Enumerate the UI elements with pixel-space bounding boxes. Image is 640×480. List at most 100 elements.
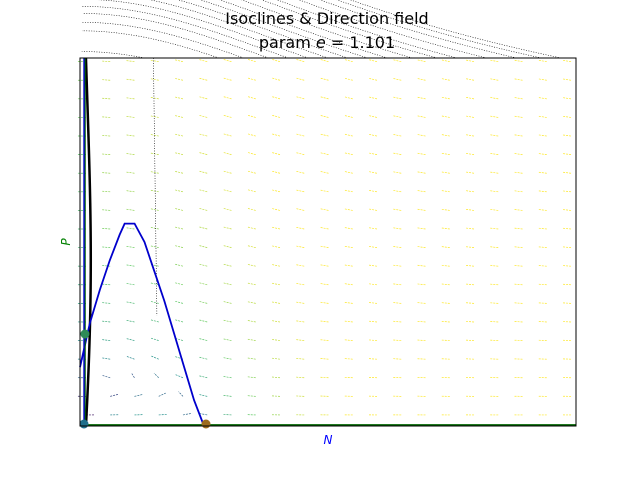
direction-arrow [125, 153, 135, 155]
direction-arrow [198, 375, 208, 379]
direction-arrow [247, 301, 256, 304]
direction-arrow [416, 96, 426, 100]
direction-arrow [344, 115, 353, 118]
direction-arrow [223, 59, 232, 63]
direction-arrow [125, 190, 135, 193]
direction-arrow [125, 171, 135, 174]
trajectory [298, 0, 487, 59]
direction-arrow [295, 376, 305, 379]
direction-arrow [416, 152, 426, 155]
limit-orbit [84, 57, 93, 427]
direction-arrow [295, 189, 305, 193]
direction-arrow [295, 133, 305, 137]
direction-arrow [368, 339, 378, 341]
direction-arrow [319, 301, 329, 304]
direction-arrow [343, 301, 353, 304]
direction-arrow [441, 134, 450, 137]
direction-arrow [368, 264, 378, 267]
direction-arrow [368, 96, 378, 100]
direction-arrow [319, 208, 329, 211]
direction-arrow [174, 77, 184, 81]
direction-arrow [223, 77, 232, 81]
direction-arrow [440, 264, 450, 267]
direction-arrow [416, 190, 426, 193]
direction-arrow [416, 115, 426, 118]
direction-arrow [223, 170, 232, 174]
direction-arrow [465, 283, 475, 286]
direction-arrow [416, 246, 426, 248]
direction-arrow [198, 245, 208, 248]
direction-arrow [174, 96, 184, 100]
direction-arrow [465, 59, 475, 63]
direction-arrow [416, 302, 426, 304]
direction-arrow [368, 358, 378, 360]
direction-arrow [295, 59, 305, 63]
direction-arrow [465, 302, 475, 304]
direction-arrow [537, 171, 547, 174]
direction-arrow [102, 374, 111, 379]
direction-arrow [125, 60, 135, 63]
direction-arrow [320, 96, 329, 100]
direction-arrow [465, 134, 475, 137]
equilibrium-point [201, 419, 211, 429]
plot-area [76, 0, 577, 429]
direction-arrow [247, 282, 256, 286]
direction-arrow [562, 265, 572, 267]
direction-arrow [125, 208, 135, 211]
direction-arrow [125, 301, 135, 304]
trajectory [81, 30, 219, 59]
direction-arrow [392, 302, 402, 304]
direction-arrow [295, 96, 305, 100]
trajectory [336, 0, 542, 59]
direction-arrow [198, 300, 208, 304]
direction-arrow [198, 133, 208, 137]
direction-arrow [319, 227, 329, 230]
direction-arrow [392, 59, 402, 63]
direction-arrow [101, 79, 111, 81]
direction-arrow [295, 208, 305, 211]
direction-arrow [319, 283, 329, 286]
trajectory [219, 0, 388, 59]
direction-arrow [320, 152, 329, 155]
direction-arrow [562, 190, 572, 193]
direction-arrow [150, 300, 159, 304]
direction-arrow [101, 116, 111, 118]
direction-arrow [247, 59, 256, 63]
direction-arrow [247, 77, 256, 81]
direction-arrow [295, 264, 305, 267]
direction-arrow [562, 171, 572, 174]
direction-arrow [247, 320, 256, 323]
direction-arrow [441, 78, 450, 81]
direction-arrow [513, 134, 523, 137]
direction-arrow [223, 226, 232, 230]
direction-arrow [247, 189, 256, 193]
isoclines [79, 58, 576, 427]
direction-arrow [150, 226, 159, 230]
direction-arrow [368, 208, 378, 211]
direction-arrow [465, 190, 475, 193]
direction-arrow [392, 171, 402, 174]
direction-arrow [222, 414, 232, 416]
direction-arrow [101, 302, 111, 304]
direction-arrow [150, 59, 159, 63]
direction-arrow [343, 283, 353, 286]
direction-arrow [150, 319, 159, 323]
direction-arrow [126, 356, 135, 360]
direction-arrow [344, 77, 353, 81]
direction-arrow [246, 395, 256, 397]
direction-arrow [368, 189, 378, 193]
y-axis-label: P [59, 238, 73, 246]
direction-arrow [246, 376, 256, 379]
trajectory [276, 0, 458, 59]
direction-arrow [295, 77, 305, 81]
direction-arrow [101, 339, 111, 341]
direction-arrow [174, 245, 184, 248]
direction-arrow [440, 283, 450, 286]
direction-arrow [247, 226, 256, 230]
direction-arrow [513, 227, 523, 230]
direction-arrow [295, 301, 305, 304]
direction-arrow [440, 227, 450, 230]
direction-arrow [562, 97, 572, 100]
direction-arrow [223, 263, 232, 267]
